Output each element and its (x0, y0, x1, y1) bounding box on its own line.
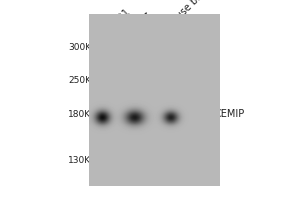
Text: 180KD: 180KD (68, 110, 98, 119)
Text: CEMIP: CEMIP (214, 109, 244, 119)
Text: A431: A431 (108, 6, 133, 31)
Text: 300KD: 300KD (68, 43, 98, 52)
Text: Mouse brain: Mouse brain (164, 0, 214, 31)
Text: 250KD: 250KD (68, 76, 98, 85)
Text: U87: U87 (134, 10, 155, 31)
Bar (106, 35, 207, 167)
Text: 130KD: 130KD (68, 156, 98, 165)
